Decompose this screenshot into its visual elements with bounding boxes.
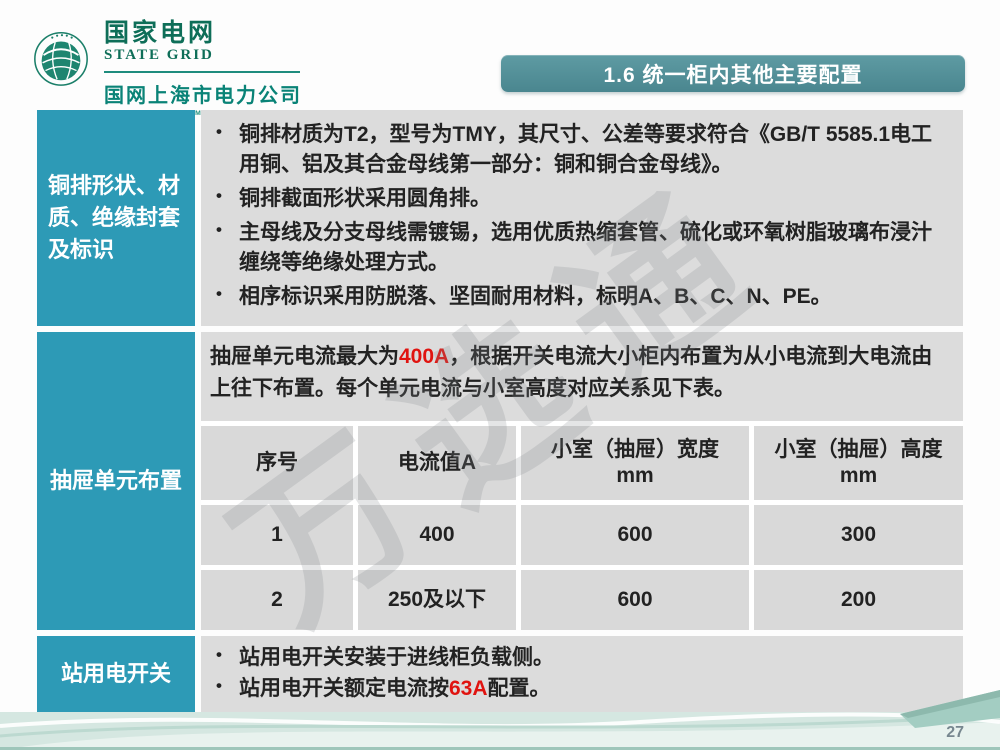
- bullet-item: 站用电开关额定电流按63A配置。: [209, 674, 949, 704]
- bottom-wave-decoration: [0, 690, 1000, 750]
- state-grid-emblem-icon: [34, 32, 88, 86]
- column-header: 小室（抽屉）高度 mm: [754, 426, 963, 500]
- row-header-station-switch: 站用电开关: [37, 636, 195, 712]
- section-title-banner: 1.6 统一柜内其他主要配置: [501, 55, 965, 92]
- table-cell: 600: [521, 505, 749, 565]
- row-content-busbar: 铜排材质为T2，型号为TMY，其尺寸、公差等要求符合《GB/T 5585.1电工…: [201, 110, 963, 326]
- busbar-bullet-list: 铜排材质为T2，型号为TMY，其尺寸、公差等要求符合《GB/T 5585.1电工…: [201, 110, 963, 322]
- table-cell: 2: [201, 570, 353, 630]
- page-number: 27: [946, 724, 964, 741]
- current-rating-highlight: 63A: [449, 677, 488, 701]
- bullet-item: 相序标识采用防脱落、坚固耐用材料，标明A、B、C、N、PE。: [209, 282, 949, 312]
- intro-text: ，根据开关电流大小柜内布置为从小电流到大电流由上往下布置。每个单元电流与小室高度…: [210, 345, 933, 400]
- bullet-item: 铜排材质为T2，型号为TMY，其尺寸、公差等要求符合《GB/T 5585.1电工…: [209, 120, 949, 180]
- brand-name-cn: 国家电网: [104, 19, 217, 47]
- column-header: 电流值A: [358, 426, 516, 500]
- drawer-intro-paragraph: 抽屉单元电流最大为400A，根据开关电流大小柜内布置为从小电流到大电流由上往下布…: [201, 332, 963, 421]
- bullet-item: 站用电开关安装于进线柜负载侧。: [209, 643, 949, 673]
- row-header-drawer: 抽屉单元布置: [37, 332, 195, 630]
- column-header: 序号: [201, 426, 353, 500]
- current-max-highlight: 400A: [399, 345, 450, 368]
- table-row-station-switch: 站用电开关 站用电开关安装于进线柜负载侧。 站用电开关额定电流按63A配置。: [37, 636, 963, 712]
- table-cell: 400: [358, 505, 516, 565]
- station-bullet-list: 站用电开关安装于进线柜负载侧。 站用电开关额定电流按63A配置。: [201, 636, 963, 711]
- table-cell: 600: [521, 570, 749, 630]
- config-table: 铜排形状、材质、绝缘封套及标识 铜排材质为T2，型号为TMY，其尺寸、公差等要求…: [37, 110, 963, 712]
- row-content-drawer: 抽屉单元电流最大为400A，根据开关电流大小柜内布置为从小电流到大电流由上往下布…: [201, 332, 963, 630]
- table-row-busbar: 铜排形状、材质、绝缘封套及标识 铜排材质为T2，型号为TMY，其尺寸、公差等要求…: [37, 110, 963, 326]
- column-header: 小室（抽屉）宽度 mm: [521, 426, 749, 500]
- logo-divider: [104, 71, 300, 74]
- company-name-cn: 国网上海市电力公司: [104, 85, 302, 108]
- table-cell: 200: [754, 570, 963, 630]
- section-title: 1.6 统一柜内其他主要配置: [603, 63, 863, 87]
- state-grid-logo: 国家电网 STATE GRID 国网上海市电力公司 STATE GRID SHA…: [30, 20, 349, 117]
- table-cell: 250及以下: [358, 570, 516, 630]
- drawer-size-table: 序号 电流值A 小室（抽屉）宽度 mm 小室（抽屉）高度 mm 1 400 60: [201, 421, 963, 630]
- bullet-item: 铜排截面形状采用圆角排。: [209, 184, 949, 214]
- table-cell: 1: [201, 505, 353, 565]
- intro-text: 抽屉单元电流最大为: [210, 345, 399, 368]
- bullet-item: 主母线及分支母线需镀锡，选用优质热缩套管、硫化或环氧树脂玻璃布浸汁缠绕等绝缘处理…: [209, 218, 949, 278]
- row-header-busbar: 铜排形状、材质、绝缘封套及标识: [37, 110, 195, 326]
- row-content-station-switch: 站用电开关安装于进线柜负载侧。 站用电开关额定电流按63A配置。: [201, 636, 963, 712]
- brand-name-en: STATE GRID: [104, 47, 214, 64]
- table-cell: 300: [754, 505, 963, 565]
- table-row-drawer: 抽屉单元布置 抽屉单元电流最大为400A，根据开关电流大小柜内布置为从小电流到大…: [37, 332, 963, 630]
